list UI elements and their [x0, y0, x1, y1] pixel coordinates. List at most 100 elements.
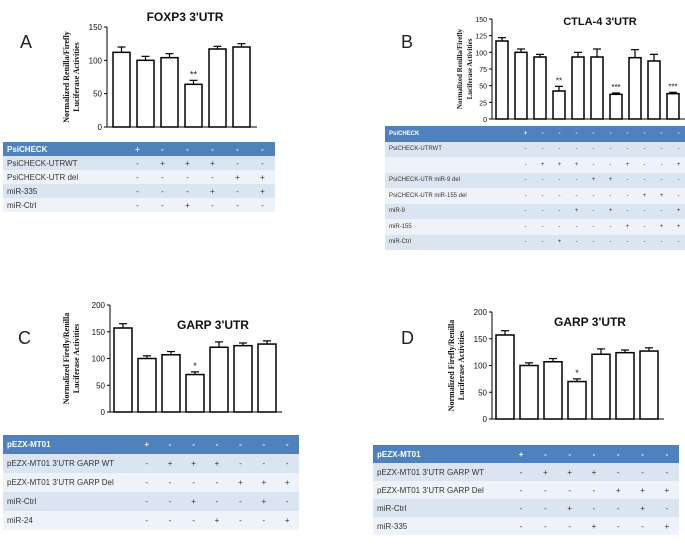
bar — [533, 56, 547, 120]
condition-cell: - — [551, 172, 568, 188]
condition-cell: - — [534, 188, 551, 204]
condition-cell: - — [150, 184, 175, 198]
condition-cell: - — [654, 463, 679, 481]
table-row: pEZX-MT01 3'UTR GARP WT - + + + - - - — [3, 454, 299, 473]
condition-cell: - — [228, 492, 253, 511]
condition-cell: - — [581, 481, 607, 499]
condition-cell: - — [551, 141, 568, 157]
y-tick-label: 150 — [475, 17, 487, 24]
table-row: miR-335- - - + - + — [3, 184, 275, 198]
condition-cell: + — [533, 463, 558, 481]
condition-cell: - — [606, 499, 631, 517]
condition-cell: - — [200, 142, 225, 156]
condition-cell: - — [557, 481, 582, 499]
condition-cell: - — [181, 511, 206, 530]
row-label: pEZX-MT01 3'UTR GARP Del — [3, 473, 135, 492]
condition-cell: - — [205, 473, 229, 492]
y-axis-label: Luciferase Activities — [72, 42, 81, 112]
bar — [609, 93, 623, 120]
condition-cell: - — [534, 141, 551, 157]
condition-cell: - — [509, 499, 534, 517]
condition-cell: - — [602, 141, 619, 157]
row-label: pEZX-MT01 — [373, 445, 509, 463]
y-tick-label: 125 — [475, 34, 487, 41]
condition-cell: - — [619, 234, 636, 250]
condition-cell: - — [517, 234, 534, 250]
chart-c-garp: 0 50 100 150 200 Normalized Firefly/Renilla Lu… — [62, 301, 282, 417]
bar — [257, 343, 277, 413]
condition-cell: - — [581, 445, 607, 463]
condition-cell: + — [619, 219, 636, 235]
significance-marker: ** — [190, 69, 198, 79]
row-label: miR-155 — [385, 219, 517, 235]
condition-cell: + — [181, 454, 206, 473]
table-a-constructs: PsiCHECK + - - - - - PsiCHECK-UTRWT - + + + - - PsiCHE… — [3, 142, 275, 212]
bar — [113, 327, 133, 413]
panel-letter-c: C — [18, 328, 31, 348]
condition-cell: - — [150, 198, 175, 212]
condition-cell: - — [534, 126, 551, 142]
y-tick-label: 0 — [483, 117, 487, 124]
row-label: PsiCHECK-UTR miR-9 del — [385, 172, 517, 188]
bar — [647, 60, 661, 120]
condition-cell: + — [568, 157, 585, 173]
bar — [185, 373, 205, 413]
condition-cell: - — [585, 234, 602, 250]
condition-cell: - — [533, 481, 558, 499]
y-tick-label: 100 — [92, 355, 106, 364]
condition-cell: + — [551, 234, 568, 250]
row-label: pEZX-MT01 3'UTR GARP WT — [3, 454, 135, 473]
condition-cell: - — [509, 463, 534, 481]
condition-cell: - — [533, 499, 558, 517]
condition-cell: - — [606, 445, 631, 463]
y-tick-label: 50 — [479, 84, 487, 91]
condition-cell: + — [225, 170, 250, 184]
bar — [184, 83, 203, 128]
condition-cell: - — [636, 157, 653, 173]
bar — [567, 380, 587, 420]
significance-marker: * — [575, 368, 579, 378]
condition-cell: - — [670, 234, 685, 250]
condition-cell: - — [581, 499, 607, 517]
bar — [514, 51, 528, 120]
bar — [552, 90, 566, 120]
bar — [208, 48, 227, 128]
condition-cell: - — [568, 234, 585, 250]
table-row: PsiCHECK-UTRWT - - - - - - - - - - — [385, 141, 685, 157]
condition-cell: - — [158, 492, 182, 511]
condition-cell: - — [557, 517, 582, 535]
condition-cell: - — [602, 219, 619, 235]
condition-cell: - — [533, 445, 558, 463]
bar — [591, 353, 611, 420]
chart-title: GARP 3'UTR — [554, 315, 626, 329]
condition-cell: - — [653, 203, 670, 219]
condition-cell: + — [275, 473, 299, 492]
y-axis-label: Normalized Firefly/Renilla — [447, 320, 456, 412]
chart-title: CTLA-4 3'UTR — [563, 16, 637, 28]
condition-cell: + — [250, 170, 275, 184]
bar — [209, 346, 229, 413]
condition-cell: + — [568, 203, 585, 219]
condition-cell: + — [228, 473, 253, 492]
table-row: miR-Ctrl - - + - - + - — [3, 492, 299, 511]
condition-cell: + — [181, 492, 206, 511]
row-label: miR-Ctrl — [385, 234, 517, 250]
chart-b-ctla4: 0 25 50 75 100 125 150 Normalized Renilla/Firef… — [456, 16, 685, 124]
table-row: pEZX-MT01 + - - - - - - — [373, 445, 679, 463]
condition-cell: + — [670, 219, 685, 235]
condition-cell: - — [585, 157, 602, 173]
condition-cell: + — [654, 481, 679, 499]
condition-cell: - — [225, 156, 250, 170]
condition-cell: + — [551, 157, 568, 173]
condition-cell: - — [517, 219, 534, 235]
row-label: miR-9 — [385, 203, 517, 219]
condition-cell: - — [517, 141, 534, 157]
table-row: pEZX-MT01 3'UTR GARP Del - - - - + + + — [373, 481, 679, 499]
bar — [160, 56, 179, 128]
row-label: miR-335 — [373, 517, 509, 535]
bar — [495, 40, 509, 120]
condition-cell: + — [585, 172, 602, 188]
condition-cell: - — [125, 184, 150, 198]
table-row: - + + + - - + - - + — [385, 157, 685, 173]
panel-letter-a: A — [20, 32, 33, 52]
